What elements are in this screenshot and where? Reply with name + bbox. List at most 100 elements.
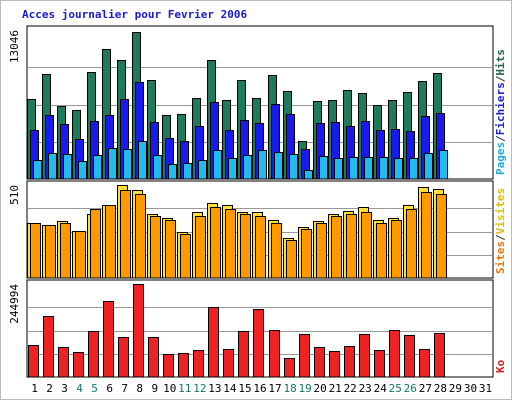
bar-sites-day-15 (240, 214, 251, 279)
day-label-6: 6 (106, 382, 113, 395)
day-label-29: 29 (449, 382, 462, 395)
bar-ko-day-14 (223, 349, 234, 378)
bar-sites-day-9 (150, 216, 161, 279)
day-label-12: 12 (193, 382, 206, 395)
bar-ko-day-8 (133, 284, 144, 378)
bar-pages-day-26 (409, 158, 418, 180)
bar-ko-day-16 (253, 309, 264, 378)
day-label-13: 13 (208, 382, 221, 395)
bar-sites-day-24 (376, 223, 387, 279)
day-label-11: 11 (178, 382, 191, 395)
day-label-28: 28 (434, 382, 447, 395)
bar-ko-day-21 (329, 351, 340, 378)
bar-pages-day-12 (198, 160, 207, 180)
bar-sites-day-23 (361, 212, 372, 279)
bar-pages-day-21 (334, 158, 343, 180)
day-label-10: 10 (163, 382, 176, 395)
day-label-22: 22 (344, 382, 357, 395)
bar-pages-day-3 (63, 154, 72, 180)
bar-sites-day-17 (271, 223, 282, 279)
bar-sites-day-1 (30, 223, 41, 279)
bar-sites-day-21 (331, 216, 342, 279)
bar-ko-day-17 (269, 330, 280, 378)
bar-sites-day-22 (346, 214, 357, 279)
day-label-27: 27 (419, 382, 432, 395)
bar-sites-day-7 (120, 190, 131, 279)
bar-sites-day-20 (316, 223, 327, 279)
bar-sites-day-12 (195, 216, 206, 279)
day-label-23: 23 (359, 382, 372, 395)
day-label-9: 9 (151, 382, 158, 395)
bar-sites-day-19 (301, 229, 312, 279)
bar-sites-day-3 (60, 223, 71, 279)
bar-sites-day-25 (391, 220, 402, 279)
bar-pages-day-9 (153, 155, 162, 180)
bar-pages-day-16 (258, 150, 267, 180)
bar-ko-day-10 (163, 354, 174, 378)
bar-pages-day-17 (274, 152, 283, 180)
legend-fichiers: Fichiers (494, 82, 507, 135)
bar-ko-day-25 (389, 330, 400, 378)
bar-pages-day-14 (228, 158, 237, 180)
day-label-5: 5 (91, 382, 98, 395)
bar-sites-day-18 (286, 240, 297, 279)
bar-pages-day-22 (349, 157, 358, 180)
day-label-21: 21 (329, 382, 342, 395)
day-label-7: 7 (121, 382, 128, 395)
bar-pages-day-8 (138, 141, 147, 180)
bar-ko-day-9 (148, 337, 159, 378)
panel-3-legend: Ko (494, 359, 507, 373)
legend-slash: / (494, 135, 507, 142)
legend-sites: Sites (494, 241, 507, 274)
bar-sites-day-2 (45, 225, 56, 279)
bar-sites-day-26 (406, 209, 417, 279)
bar-ko-day-11 (178, 353, 189, 378)
bar-pages-day-7 (123, 149, 132, 180)
bar-ko-day-28 (434, 333, 445, 378)
bar-pages-day-10 (168, 164, 177, 180)
bar-ko-day-1 (28, 345, 39, 378)
bar-ko-day-26 (404, 335, 415, 378)
bar-ko-day-20 (314, 347, 325, 378)
bar-pages-day-18 (289, 154, 298, 180)
bar-sites-day-8 (135, 194, 146, 279)
bar-pages-day-2 (48, 153, 57, 180)
bar-sites-day-28 (436, 194, 447, 279)
bar-pages-day-5 (93, 155, 102, 180)
bar-ko-day-5 (88, 331, 99, 378)
bar-ko-day-23 (359, 334, 370, 378)
day-label-2: 2 (46, 382, 53, 395)
legend-visites: Visites (494, 188, 507, 234)
day-label-14: 14 (223, 382, 237, 395)
panel-2-max-label: 510 (8, 185, 21, 205)
legend-ko: Ko (494, 359, 507, 373)
bar-ko-day-22 (344, 346, 355, 378)
legend-slash: / (494, 234, 507, 241)
day-label-26: 26 (404, 382, 417, 395)
day-label-30: 30 (464, 382, 477, 395)
bar-pages-day-11 (183, 163, 192, 180)
day-label-18: 18 (283, 382, 296, 395)
bar-ko-day-15 (238, 331, 249, 378)
day-label-17: 17 (268, 382, 281, 395)
bar-pages-day-13 (213, 150, 222, 180)
bar-sites-day-13 (210, 207, 221, 279)
bar-sites-day-11 (180, 234, 191, 279)
bar-ko-day-18 (284, 358, 295, 378)
day-label-1: 1 (31, 382, 38, 395)
day-label-24: 24 (374, 382, 388, 395)
bar-pages-day-27 (424, 153, 433, 180)
bar-pages-day-20 (319, 156, 328, 180)
bar-sites-day-4 (75, 231, 86, 279)
bar-sites-day-14 (225, 209, 236, 279)
bar-pages-day-23 (364, 157, 373, 180)
bar-pages-day-1 (33, 160, 42, 180)
bar-pages-day-25 (394, 158, 403, 180)
panel-3-max-label: 244994 (8, 284, 21, 324)
bar-ko-day-4 (73, 352, 84, 378)
panel-2-legend: Sites/Visites (494, 188, 507, 274)
bar-sites-day-16 (255, 216, 266, 279)
day-label-15: 15 (238, 382, 251, 395)
